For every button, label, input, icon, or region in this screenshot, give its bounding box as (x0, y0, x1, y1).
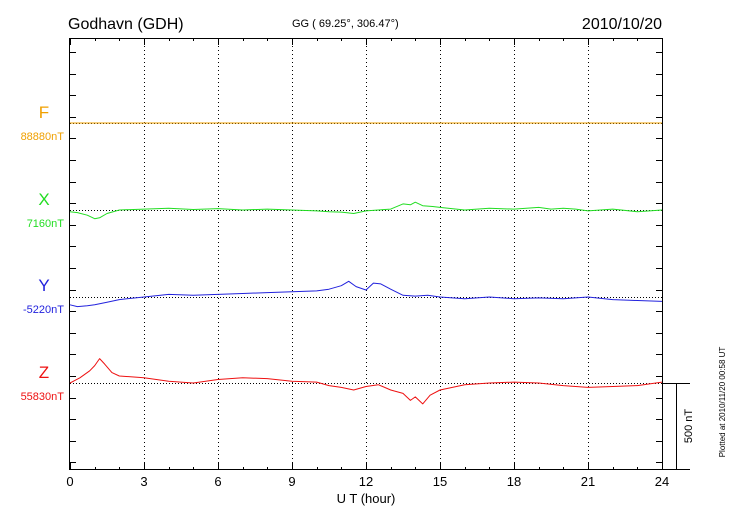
x-tick-label: 15 (433, 474, 447, 489)
x-tick-label: 6 (214, 474, 221, 489)
series-line-x (69, 201, 663, 220)
x-tick-label: 21 (581, 474, 595, 489)
vertical-gridlines (144, 38, 589, 470)
date-label: 2010/10/20 (582, 16, 662, 33)
station-title: Godhavn (GDH) (68, 16, 184, 33)
x-tick-label: 0 (66, 474, 73, 489)
x-tick-label: 3 (140, 474, 147, 489)
x-tick-label: 12 (359, 474, 373, 489)
x-tick-label: 9 (288, 474, 295, 489)
scale-bar: 500 nT (662, 383, 695, 470)
axis-ticks (70, 38, 663, 470)
baseline-label-f: 88880nT (21, 131, 65, 143)
series-line-y (69, 280, 663, 308)
series-z: Z 55830nT (21, 358, 663, 405)
series-x: X 7160nT (27, 190, 663, 230)
coordinates-label: GG ( 69.25°, 306.47°) (292, 18, 399, 30)
series-layer: F 88880nT X 7160nT Y -5220nT Z 55830nT (21, 103, 663, 405)
series-name-f: F (39, 103, 49, 122)
series-name-y: Y (38, 276, 49, 295)
series-y: Y -5220nT (23, 276, 663, 316)
series-name-z: Z (39, 363, 49, 382)
series-name-x: X (38, 190, 49, 209)
baseline-label-y: -5220nT (23, 304, 64, 316)
plotted-timestamp: Plotted at 2010/11/20 00:58 UT (718, 347, 727, 458)
scale-bar-label: 500 nT (683, 409, 695, 444)
x-tick-label: 24 (655, 474, 669, 489)
baseline-label-x: 7160nT (27, 218, 65, 230)
series-f: F 88880nT (21, 103, 662, 143)
x-axis-label: U T (hour) (337, 491, 396, 506)
baseline-label-z: 55830nT (21, 391, 65, 403)
series-line-z (69, 358, 663, 405)
x-tick-labels: 0 3 6 9 12 15 18 21 24 (66, 474, 669, 489)
x-tick-label: 18 (507, 474, 521, 489)
